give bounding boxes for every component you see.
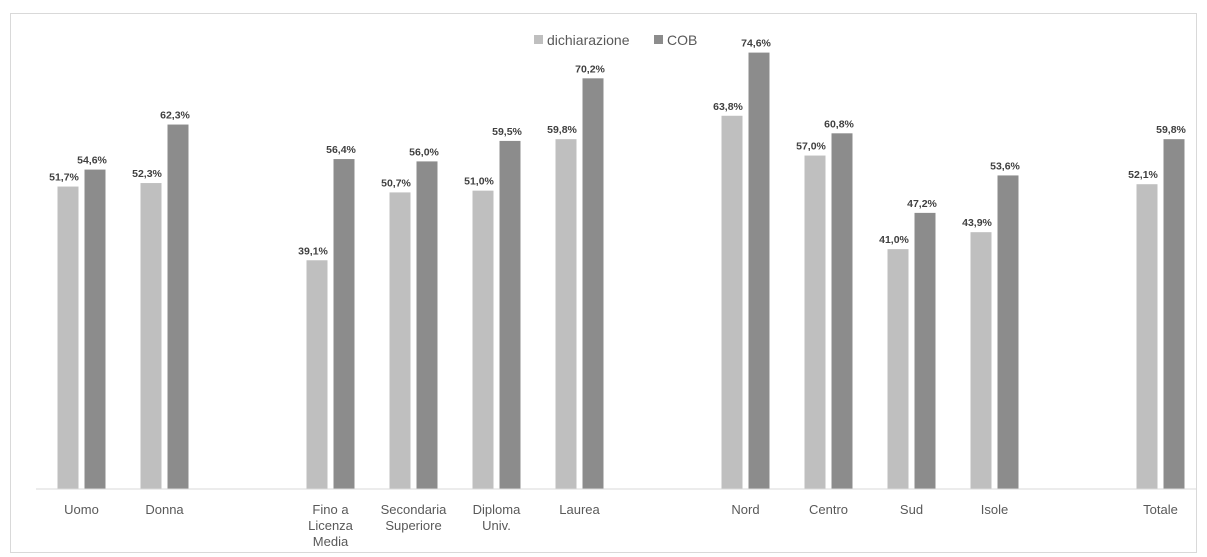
- tick-label-isole: Isole: [981, 502, 1008, 517]
- bar-dichiarazione-uomo: [57, 186, 79, 489]
- bar-dichiarazione-diploma-univ: [472, 190, 494, 489]
- data-label-dichiarazione-donna: 52,3%: [132, 168, 162, 180]
- tick-label-line: Laurea: [559, 502, 600, 517]
- tick-label-line: Isole: [981, 502, 1008, 517]
- data-label-dichiarazione-totale: 52,1%: [1128, 169, 1158, 181]
- data-label-cob-laurea: 70,2%: [575, 63, 605, 75]
- legend-label-cob: COB: [667, 32, 697, 48]
- data-label-cob-donna: 62,3%: [160, 110, 190, 122]
- bars: [57, 52, 1185, 490]
- tick-label-line: Sud: [900, 502, 923, 517]
- bar-dichiarazione-centro: [804, 155, 826, 490]
- tick-label-totale: Totale: [1143, 502, 1178, 517]
- bar-dichiarazione-fino-a-licenza-media: [306, 260, 328, 489]
- chart-frame: dichiarazione COB 51,7% 54,6% 52,3% 62,3% 39…: [10, 13, 1197, 553]
- data-label-cob-fino-a-licenza-media: 56,4%: [326, 144, 356, 156]
- legend: dichiarazione COB: [534, 32, 697, 48]
- tick-label-line: Licenza: [308, 518, 354, 533]
- bar-cob-sud: [914, 212, 936, 489]
- bar-cob-nord: [748, 52, 770, 490]
- bar-cob-fino-a-licenza-media: [333, 159, 355, 489]
- bar-cob-diploma-univ: [499, 140, 521, 490]
- tick-label-laurea: Laurea: [559, 502, 600, 517]
- tick-label-uomo: Uomo: [64, 502, 99, 517]
- chart-svg: dichiarazione COB 51,7% 54,6% 52,3% 62,3% 39…: [36, 32, 1196, 549]
- data-label-cob-centro: 60,8%: [824, 118, 854, 130]
- bar-cob-totale: [1163, 139, 1185, 490]
- tick-label-nord: Nord: [731, 502, 759, 517]
- tick-label-line: Univ.: [482, 518, 511, 533]
- data-label-dichiarazione-fino-a-licenza-media: 39,1%: [298, 245, 328, 257]
- bar-dichiarazione-sud: [887, 249, 909, 489]
- tick-label-line: Diploma: [473, 502, 521, 517]
- tick-label-line: Totale: [1143, 502, 1178, 517]
- data-label-dichiarazione-isole: 43,9%: [962, 217, 992, 229]
- data-label-dichiarazione-diploma-univ: 51,0%: [464, 176, 494, 188]
- data-label-dichiarazione-laurea: 59,8%: [547, 124, 577, 136]
- tick-label-fino-a-licenza-media: Fino a Licenza Media: [308, 502, 354, 549]
- tick-label-line: Secondaria: [381, 502, 448, 517]
- bar-cob-uomo: [84, 169, 106, 489]
- data-label-dichiarazione-sud: 41,0%: [879, 234, 909, 246]
- bar-cob-laurea: [582, 78, 604, 489]
- tick-label-line: Centro: [809, 502, 848, 517]
- tick-label-line: Uomo: [64, 502, 99, 517]
- bar-dichiarazione-nord: [721, 115, 743, 490]
- data-label-cob-diploma-univ: 59,5%: [492, 126, 522, 138]
- data-label-cob-uomo: 54,6%: [77, 155, 107, 167]
- data-label-dichiarazione-nord: 63,8%: [713, 101, 743, 113]
- bar-cob-secondaria-superiore: [416, 161, 438, 489]
- tick-label-secondaria-superiore: Secondaria Superiore: [381, 502, 448, 533]
- data-labels: 51,7% 54,6% 52,3% 62,3% 39,1% 56,4% 50,7% 56,0%…: [49, 38, 1186, 258]
- data-label-cob-secondaria-superiore: 56,0%: [409, 146, 439, 158]
- data-label-dichiarazione-centro: 57,0%: [796, 141, 826, 153]
- bar-cob-centro: [831, 133, 853, 489]
- tick-label-donna: Donna: [145, 502, 184, 517]
- tick-label-centro: Centro: [809, 502, 848, 517]
- x-tick-labels: Uomo Donna Fino a Licenza Media Secondaria Sup…: [64, 502, 1178, 549]
- data-label-cob-sud: 47,2%: [907, 198, 937, 210]
- bar-dichiarazione-secondaria-superiore: [389, 192, 411, 489]
- data-label-cob-nord: 74,6%: [741, 38, 771, 50]
- legend-label-dichiarazione: dichiarazione: [547, 32, 630, 48]
- bar-cob-isole: [997, 175, 1019, 489]
- tick-label-diploma-univ: Diploma Univ.: [473, 502, 521, 533]
- tick-label-line: Donna: [145, 502, 184, 517]
- data-label-dichiarazione-secondaria-superiore: 50,7%: [381, 177, 411, 189]
- legend-swatch-cob: [654, 35, 663, 44]
- bar-dichiarazione-totale: [1136, 184, 1158, 489]
- bar-cob-donna: [167, 124, 189, 490]
- legend-swatch-dichiarazione: [534, 35, 543, 44]
- bar-dichiarazione-isole: [970, 232, 992, 489]
- bar-dichiarazione-laurea: [555, 139, 577, 490]
- tick-label-line: Superiore: [385, 518, 441, 533]
- tick-label-line: Media: [313, 534, 349, 549]
- data-label-cob-isole: 53,6%: [990, 160, 1020, 172]
- tick-label-line: Nord: [731, 502, 759, 517]
- bar-dichiarazione-donna: [140, 183, 162, 490]
- tick-label-sud: Sud: [900, 502, 923, 517]
- data-label-dichiarazione-uomo: 51,7%: [49, 172, 79, 184]
- tick-label-line: Fino a: [312, 502, 349, 517]
- data-label-cob-totale: 59,8%: [1156, 124, 1186, 136]
